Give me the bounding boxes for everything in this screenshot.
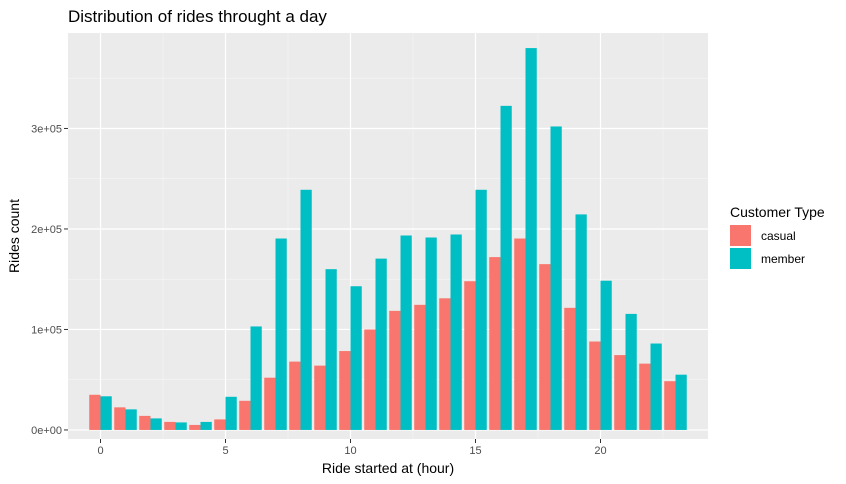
bar-member-10: [350, 286, 362, 430]
bar-casual-7: [264, 377, 276, 430]
bar-casual-2: [139, 415, 151, 430]
plot-area: [68, 33, 708, 439]
bar-casual-20: [589, 341, 601, 430]
bar-casual-13: [414, 304, 426, 430]
legend-label-casual: casual: [761, 229, 796, 243]
bar-member-5: [225, 396, 237, 430]
bar-casual-16: [489, 257, 501, 430]
bar-casual-12: [389, 310, 401, 430]
bar-casual-18: [539, 264, 551, 430]
x-tick-label: 20: [594, 445, 606, 457]
bar-member-0: [100, 396, 112, 430]
bar-casual-23: [664, 381, 676, 430]
bar-casual-4: [189, 424, 201, 430]
y-tick-label: 3e+05: [31, 123, 62, 135]
bar-member-21: [625, 313, 637, 430]
bar-member-11: [375, 258, 387, 430]
legend: Customer Type casual member: [730, 204, 825, 269]
bar-member-22: [650, 343, 662, 430]
bar-member-23: [675, 374, 687, 430]
bar-casual-14: [439, 298, 451, 430]
bar-member-7: [275, 238, 287, 430]
x-axis: 0 5 10 15 20: [97, 439, 607, 457]
x-tick-label: 10: [344, 445, 356, 457]
bar-member-2: [150, 418, 162, 430]
bar-member-9: [325, 269, 337, 430]
bar-member-15: [475, 189, 487, 430]
bar-casual-9: [314, 365, 326, 430]
bar-member-18: [550, 126, 562, 430]
bar-member-13: [425, 237, 437, 430]
bar-member-6: [250, 326, 262, 430]
plot-background: [68, 33, 708, 439]
x-tick-label: 0: [97, 445, 103, 457]
bar-casual-0: [89, 394, 101, 430]
bar-member-8: [300, 189, 312, 430]
bar-casual-5: [214, 419, 226, 430]
y-tick-label: 0e+00: [31, 425, 62, 437]
legend-key-member: [730, 248, 751, 269]
bar-member-14: [450, 234, 462, 430]
series-casual: [89, 238, 676, 430]
bar-casual-21: [614, 355, 626, 430]
bar-casual-3: [164, 421, 176, 430]
bar-member-19: [575, 214, 587, 430]
bar-casual-8: [289, 361, 301, 430]
legend-label-member: member: [761, 252, 805, 266]
chart-title: Distribution of rides throught a day: [68, 7, 327, 26]
bar-casual-22: [639, 363, 651, 430]
x-tick-label: 5: [222, 445, 228, 457]
legend-items: casual member: [730, 225, 805, 269]
bar-member-20: [600, 280, 612, 430]
bar-casual-11: [364, 329, 376, 430]
y-axis-label: Rides count: [6, 199, 22, 273]
bar-member-17: [525, 48, 537, 430]
x-axis-label: Ride started at (hour): [322, 460, 454, 476]
bar-casual-19: [564, 307, 576, 430]
series-member: [100, 48, 687, 430]
bar-casual-6: [239, 400, 251, 430]
bar-member-3: [175, 422, 187, 430]
legend-key-casual: [730, 225, 751, 246]
y-tick-label: 2e+05: [31, 224, 62, 236]
bar-casual-1: [114, 407, 126, 430]
y-tick-label: 1e+05: [31, 324, 62, 336]
bar-member-1: [125, 409, 137, 430]
legend-title: Customer Type: [730, 204, 825, 220]
bar-casual-17: [514, 238, 526, 430]
bar-member-12: [400, 235, 412, 430]
bar-casual-10: [339, 351, 351, 430]
bar-member-16: [500, 105, 512, 430]
bar-member-4: [200, 421, 212, 430]
bar-casual-15: [464, 281, 476, 430]
x-tick-label: 15: [469, 445, 481, 457]
y-axis: 0e+00 1e+05 2e+05 3e+05: [31, 123, 68, 437]
